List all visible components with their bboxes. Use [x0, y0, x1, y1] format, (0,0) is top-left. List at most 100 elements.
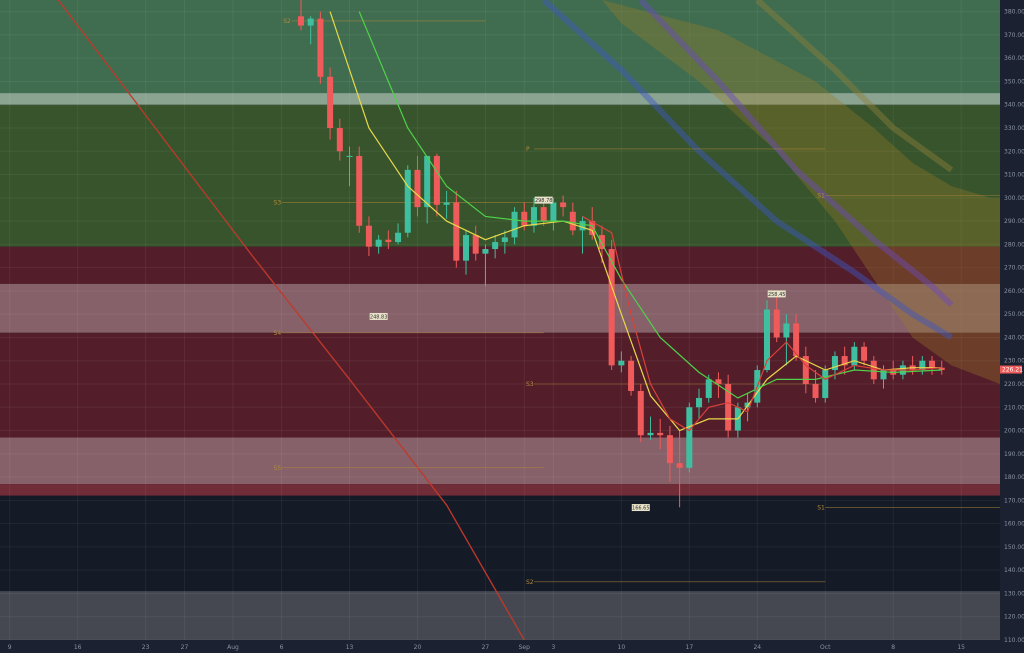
y-tick-label-25: 360.00	[1004, 55, 1024, 62]
level-label-3: S1	[817, 192, 825, 199]
x-tick-label-12: 17	[686, 644, 694, 651]
candle-body-28	[569, 211, 576, 231]
zone-5	[0, 332, 1000, 438]
candle-body-50	[783, 323, 790, 338]
candle-body-44	[725, 384, 732, 431]
candle-body-1	[307, 18, 314, 26]
zone-0	[0, 0, 1000, 94]
y-tick-label-21: 320.00	[1004, 148, 1024, 155]
candle-body-0	[297, 16, 304, 26]
candle-body-65	[929, 360, 936, 368]
pivot-flag-box-0	[369, 312, 388, 320]
candle-body-20	[492, 242, 499, 250]
price-axis-background	[1000, 0, 1024, 653]
candle-body-56	[841, 356, 848, 366]
y-tick-label-5: 160.00	[1004, 521, 1024, 528]
candle-body-59	[870, 360, 877, 380]
pivot-levels: S2 P S3 S1 S4 S3 S5 S1 S2	[274, 18, 1000, 586]
y-tick-label-17: 280.00	[1004, 241, 1024, 248]
zone-3	[0, 246, 1000, 284]
x-tick-label-13: 24	[753, 644, 761, 651]
candle-body-57	[851, 346, 858, 366]
y-tick-label-23: 340.00	[1004, 102, 1024, 109]
zone-8	[0, 495, 1000, 592]
moving-averages	[329, 11, 942, 432]
candles	[297, 0, 945, 508]
level-label-0: S2	[283, 18, 291, 25]
x-tick-label-7: 20	[414, 644, 422, 651]
zones	[0, 0, 1000, 640]
zone-1	[0, 93, 1000, 105]
moving-average-0	[329, 11, 942, 432]
candle-body-58	[861, 346, 868, 361]
candle-body-5	[346, 155, 353, 157]
candle-body-6	[356, 155, 363, 226]
candle-body-41	[696, 397, 703, 408]
current-price-label: 226.21	[1002, 367, 1023, 374]
x-tick-label-8: 27	[482, 644, 490, 651]
zone-2	[0, 104, 1000, 247]
trend-band-1	[638, 0, 954, 308]
y-tick-label-14: 250.00	[1004, 311, 1024, 318]
pivot-flag-label-3: 166.65	[632, 506, 650, 512]
candle-body-15	[443, 202, 450, 205]
candle-body-12	[414, 169, 421, 208]
candle-body-30	[589, 221, 596, 236]
y-tick-label-20: 310.00	[1004, 172, 1024, 179]
x-tick-label-9: Sep	[519, 644, 531, 651]
candle-body-53	[812, 384, 819, 398]
trend-bands	[57, 0, 954, 641]
x-tick-label-0: 9	[8, 644, 12, 651]
candle-body-23	[521, 211, 528, 226]
candle-body-60	[880, 370, 887, 380]
candle-body-24	[530, 207, 537, 226]
level-label-4: S4	[274, 330, 282, 337]
y-tick-label-26: 370.00	[1004, 32, 1024, 39]
y-tick-label-24: 350.00	[1004, 78, 1024, 85]
candle-body-11	[404, 169, 411, 233]
cloud	[601, 0, 1000, 384]
candle-body-36	[647, 432, 654, 436]
x-tick-label-1: 16	[74, 644, 82, 651]
candle-body-7	[365, 225, 372, 247]
x-tick-label-6: 13	[346, 644, 354, 651]
y-tick-label-22: 330.00	[1004, 125, 1024, 132]
candle-body-16	[453, 202, 460, 261]
candle-body-13	[424, 155, 431, 208]
zone-4	[0, 283, 1000, 333]
candle-body-27	[560, 202, 567, 208]
y-tick-label-27: 380.00	[1004, 9, 1024, 16]
y-tick-label-11: 220.00	[1004, 381, 1024, 388]
level-label-7: S1	[817, 504, 825, 511]
y-tick-label-1: 120.00	[1004, 614, 1024, 621]
candle-body-33	[618, 360, 625, 366]
candle-body-19	[482, 249, 489, 254]
pivot-flags: 248.83 298.78 258.45 166.65	[369, 196, 786, 512]
candle-body-3	[327, 76, 334, 128]
candle-body-9	[385, 239, 392, 243]
y-tick-label-4: 150.00	[1004, 544, 1024, 551]
candle-body-34	[628, 360, 635, 391]
x-tick-label-16: 15	[957, 644, 965, 651]
candle-body-29	[579, 221, 586, 231]
level-label-1: P	[526, 146, 530, 153]
y-tick-label-6: 170.00	[1004, 497, 1024, 504]
y-tick-label-9: 200.00	[1004, 428, 1024, 435]
candle-body-22	[511, 211, 518, 238]
pivot-flag-label-0: 248.83	[370, 314, 388, 320]
moving-average-2	[582, 215, 942, 432]
pivot-flag-box-3	[631, 504, 650, 512]
candle-body-17	[463, 235, 470, 261]
candle-body-31	[598, 235, 605, 250]
zone-9	[0, 591, 1000, 640]
pivot-flag-box-2	[767, 290, 786, 298]
candle-body-38	[666, 435, 673, 464]
candle-body-48	[763, 309, 770, 371]
candle-body-26	[550, 202, 557, 222]
y-tick-label-19: 300.00	[1004, 195, 1024, 202]
pivot-flag-label-2: 258.45	[768, 292, 786, 298]
candle-body-32	[608, 249, 615, 366]
